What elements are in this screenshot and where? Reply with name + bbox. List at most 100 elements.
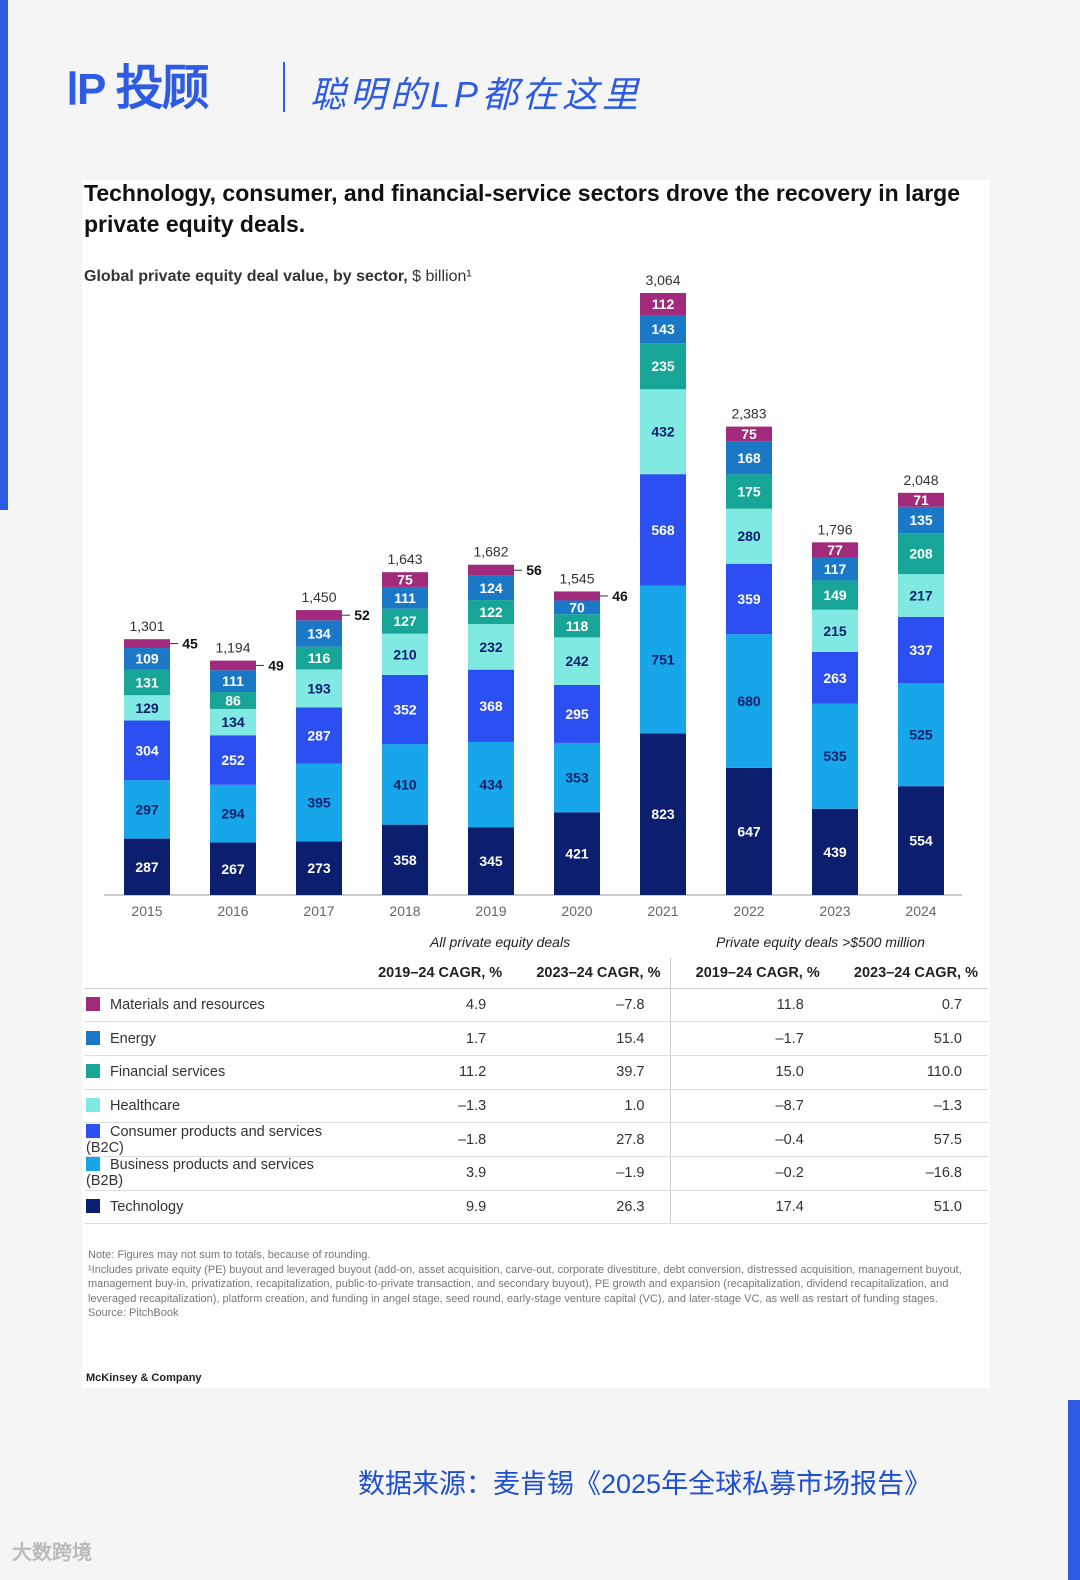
left-accent-bar (0, 0, 8, 510)
bar-segment (468, 741, 514, 828)
bar-segment (812, 609, 858, 652)
segment-label: 122 (479, 604, 503, 620)
total-label: 2,048 (903, 472, 938, 488)
cagr-value: –1.3 (829, 1089, 988, 1124)
segment-label: 116 (308, 650, 331, 666)
slogan: 聪明的LP都在这里 (310, 74, 643, 115)
divider (283, 62, 285, 112)
bar-segment (812, 808, 858, 895)
segment-label: 135 (909, 512, 933, 528)
bar-segment (296, 707, 342, 764)
legend-swatch (86, 1198, 100, 1213)
segment-label: 410 (393, 776, 417, 792)
table-row: Technology 9.9 26.3 17.4 51.0 (84, 1190, 988, 1225)
cagr-value: 0.7 (829, 988, 988, 1023)
row-label: Technology (84, 1190, 354, 1225)
segment-label: 75 (397, 572, 413, 588)
segment-label: 111 (394, 590, 416, 606)
segment-label: 345 (479, 853, 503, 869)
segment-label: 568 (651, 522, 675, 538)
bar-segment (554, 614, 600, 638)
total-label: 1,194 (215, 640, 250, 656)
bar-segment (468, 575, 514, 601)
bar-segment (296, 841, 342, 895)
cagr-value: –8.7 (670, 1089, 830, 1124)
cagr-table: 2019–24 CAGR, % 2023–24 CAGR, % 2019–24 CA… (84, 958, 988, 1225)
table-row: Energy 1.7 15.4 –1.7 51.0 (84, 1021, 988, 1056)
table-row: Healthcare –1.3 1.0 –8.7 –1.3 (84, 1089, 988, 1124)
bar-segment (124, 669, 170, 696)
total-label: 3,064 (645, 272, 680, 288)
segment-label: 337 (909, 642, 933, 658)
bar-segment (124, 695, 170, 721)
right-accent-bar (1068, 1400, 1080, 1580)
segment-label: 823 (651, 806, 675, 822)
bar-segment (554, 591, 600, 601)
bar-segment (812, 651, 858, 704)
segment-label: 134 (307, 625, 331, 641)
segment-label: 263 (823, 670, 847, 686)
cagr-value: –0.2 (670, 1156, 830, 1191)
x-tick-label: 2019 (475, 903, 506, 919)
bar-segment (296, 763, 342, 842)
bar-segment (210, 784, 256, 843)
segment-label: 149 (823, 587, 847, 603)
segment-label: 235 (651, 358, 675, 374)
bar-segment (898, 574, 944, 617)
segment-label: 208 (909, 546, 933, 562)
x-tick-label: 2023 (819, 903, 850, 919)
bar-segment (640, 315, 686, 344)
bar-segment (210, 670, 256, 693)
bar-segment (640, 343, 686, 390)
bar-segment (468, 624, 514, 670)
bar-segment (554, 812, 600, 895)
cagr-value: 9.9 (354, 1190, 513, 1225)
bar-segment (210, 842, 256, 895)
segment-label: 554 (909, 833, 933, 849)
x-tick-label: 2017 (303, 903, 334, 919)
segment-label: 267 (221, 861, 245, 877)
total-label: 1,545 (559, 570, 594, 586)
row-label: Materials and resources (84, 988, 354, 1023)
bar-segment (812, 557, 858, 581)
segment-label: 358 (393, 852, 417, 868)
segment-label: 70 (569, 599, 585, 615)
bar-segment (382, 674, 428, 745)
bar-segment (812, 580, 858, 610)
segment-label: 175 (737, 484, 761, 500)
legend-swatch (86, 1123, 100, 1138)
row-label: Energy (84, 1021, 354, 1056)
segment-label: 56 (526, 562, 542, 578)
segment-label: 134 (221, 714, 245, 730)
segment-label: 432 (651, 424, 675, 440)
legend-swatch (86, 1064, 100, 1079)
bar-segment (726, 474, 772, 509)
cagr-value: 11.8 (670, 988, 830, 1023)
segment-label: 131 (135, 674, 159, 690)
segment-label: 112 (652, 296, 675, 312)
bar-segment (124, 720, 170, 781)
cagr-value: 11.2 (354, 1055, 513, 1090)
bar-segment (382, 572, 428, 587)
segment-label: 111 (222, 673, 244, 689)
legend-swatch (86, 1097, 100, 1112)
x-tick-label: 2018 (389, 903, 420, 919)
segment-label: 215 (823, 623, 847, 639)
bar-segment (554, 684, 600, 743)
segment-label: 395 (307, 795, 331, 811)
legend-swatch (86, 1157, 100, 1172)
segment-label: 52 (354, 607, 370, 623)
bar-segment (210, 708, 256, 736)
table-row: Business products and services (B2B) 3.9–… (84, 1156, 988, 1191)
bar-segment (812, 703, 858, 809)
legend-swatch (86, 1030, 100, 1045)
bar-segment (726, 426, 772, 442)
segment-label: 280 (737, 528, 761, 544)
segment-label: 45 (182, 636, 198, 652)
bar-segment (210, 660, 256, 671)
bar-segment (898, 492, 944, 507)
bar-segment (210, 735, 256, 785)
group-label-all: All private equity deals (430, 934, 571, 950)
segment-label: 86 (225, 692, 241, 708)
x-tick-label: 2020 (561, 903, 592, 919)
